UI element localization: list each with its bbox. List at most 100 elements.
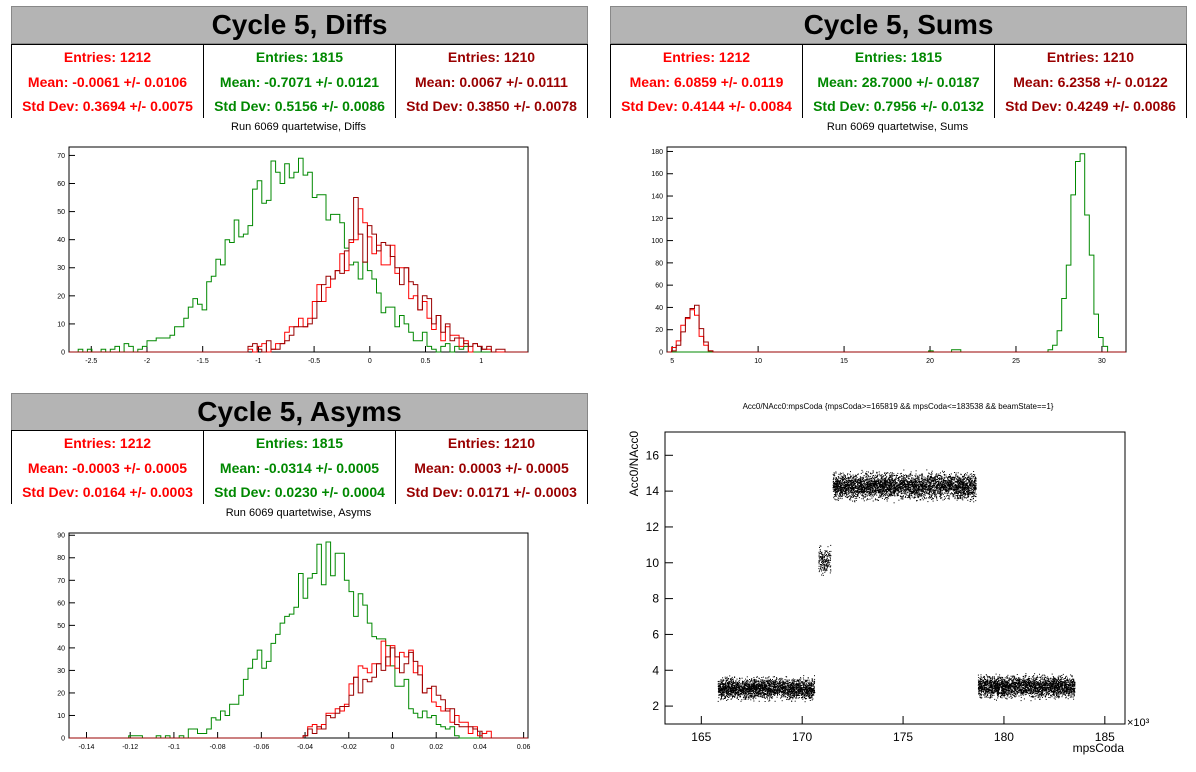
scatter-point (834, 485, 836, 487)
scatter-point (743, 686, 745, 687)
scatter-point (780, 691, 782, 692)
scatter-point (776, 682, 778, 684)
scatter-point (728, 696, 730, 698)
scatter-point (743, 696, 745, 698)
scatter-point (963, 488, 965, 490)
scatter-point (833, 483, 835, 485)
scatter-point (851, 486, 853, 488)
scatter-point (884, 472, 886, 474)
scatter-point (754, 688, 756, 690)
scatter-point (822, 564, 824, 566)
scatter-point (864, 481, 865, 483)
scatter-point (942, 481, 944, 483)
scatter-point (762, 695, 764, 697)
scatter-point (940, 475, 942, 477)
scatter-point (822, 555, 823, 557)
scatter-point (800, 682, 802, 684)
scatter-point (921, 486, 923, 488)
scatter-point (931, 473, 933, 475)
scatter-point (721, 687, 723, 689)
scatter-point (901, 483, 903, 485)
scatter-point (757, 692, 758, 694)
stat-box-green: Entries: 1815 Mean: -0.0314 +/- 0.0005 S… (204, 431, 396, 504)
scatter-point (725, 691, 727, 693)
scatter-point (884, 485, 885, 487)
scatter-point (722, 680, 724, 682)
scatter-point (823, 568, 825, 570)
scatter-point (909, 490, 911, 492)
scatter-point (835, 499, 837, 501)
scatter-point (775, 679, 777, 681)
scatter-point (953, 487, 955, 489)
scatter-point (961, 492, 963, 494)
scatter-point (852, 488, 854, 490)
scatter-point (769, 685, 771, 687)
scatter-point (793, 695, 795, 697)
scatter-point (914, 475, 916, 476)
scatter-point (774, 692, 776, 694)
scatter-point (764, 683, 766, 685)
scatter-point (739, 690, 741, 692)
scatter-point (787, 682, 789, 684)
scatter-point (734, 690, 736, 692)
scatter-point (754, 696, 756, 698)
scatter-point (870, 479, 872, 481)
scatter-point (723, 689, 725, 691)
scatter-point (746, 690, 748, 692)
scatter-point (897, 488, 899, 490)
scatter-point (753, 683, 755, 684)
scatter-point (824, 550, 826, 552)
scatter-point (722, 686, 723, 688)
scatter-point (739, 688, 741, 690)
scatter-point (905, 474, 907, 476)
scatter-point (950, 481, 952, 483)
scatter-point (763, 685, 765, 687)
scatter-point (827, 552, 829, 554)
scatter-point (776, 696, 778, 698)
scatter-point (970, 486, 972, 487)
scatter-point (773, 692, 775, 694)
scatter-point (833, 496, 835, 497)
scatter-point (770, 686, 772, 688)
scatter-point (935, 478, 937, 480)
scatter-point (722, 684, 724, 686)
scatter-point (750, 681, 752, 683)
scatter-point (792, 685, 794, 687)
scatter-point (935, 473, 937, 475)
scatter-point (875, 493, 877, 495)
scatter-point (825, 564, 827, 566)
scatter-point (821, 558, 823, 560)
scatter-point (750, 687, 752, 689)
scatter-point (897, 484, 899, 486)
scatter-point (811, 678, 813, 680)
scatter-point (857, 481, 859, 483)
scatter-point (777, 686, 779, 688)
scatter-point (880, 477, 882, 479)
scatter-point (809, 682, 811, 684)
scatter-point (864, 483, 866, 485)
scatter-point (777, 687, 779, 689)
scatter-point (739, 678, 741, 680)
scatter-point (743, 691, 745, 692)
scatter-point (788, 691, 790, 693)
scatter-point (940, 493, 942, 495)
scatter-point (862, 480, 864, 482)
scatter-point (747, 686, 749, 688)
y-tick-label: 160 (651, 171, 663, 178)
scatter-point (742, 683, 744, 685)
scatter-point (862, 492, 864, 494)
scatter-point (914, 480, 916, 482)
scatter-point (731, 692, 733, 693)
scatter-point (742, 691, 744, 693)
scatter-point (791, 685, 793, 687)
scatter-point (822, 556, 824, 558)
scatter-point (763, 689, 765, 691)
scatter-point (721, 694, 722, 696)
scatter-point (799, 688, 801, 690)
scatter-point (800, 677, 802, 679)
scatter-point (820, 565, 822, 567)
scatter-point (875, 498, 876, 500)
scatter-point (821, 564, 822, 566)
scatter-point (718, 683, 720, 685)
scatter-point (725, 695, 727, 697)
